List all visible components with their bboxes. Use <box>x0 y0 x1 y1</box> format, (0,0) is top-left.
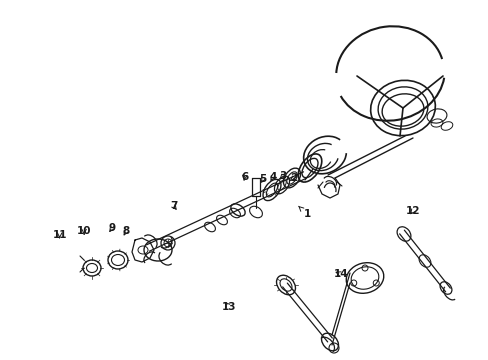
Text: 3: 3 <box>279 171 285 181</box>
Text: 12: 12 <box>405 206 420 216</box>
Text: 2: 2 <box>289 173 296 183</box>
Text: 5: 5 <box>259 174 266 184</box>
Text: 7: 7 <box>169 201 177 211</box>
Text: 14: 14 <box>333 269 348 279</box>
Text: 11: 11 <box>52 230 67 240</box>
Text: 9: 9 <box>109 222 116 233</box>
Text: 10: 10 <box>77 226 91 236</box>
Text: 4: 4 <box>268 172 276 182</box>
Text: 6: 6 <box>241 172 247 182</box>
Text: 8: 8 <box>122 226 129 236</box>
Text: 1: 1 <box>298 206 310 219</box>
Text: 13: 13 <box>221 302 236 312</box>
